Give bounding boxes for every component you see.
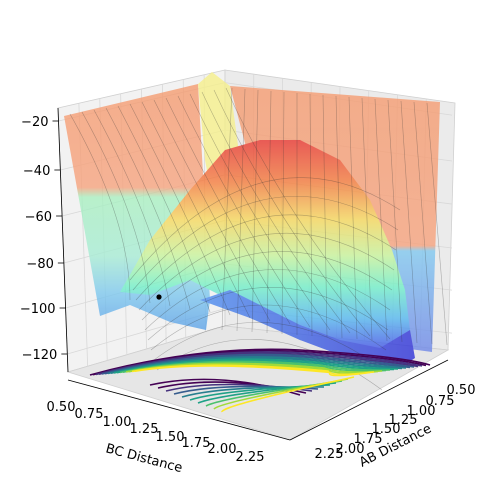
mesh-line [141, 251, 393, 321]
x-tick-label: 1.75 [182, 436, 211, 451]
floor-contours [89, 348, 431, 413]
y-ticks: 0.500.751.001.251.501.752.002.25 [315, 383, 476, 462]
x-tick-label: 1.50 [156, 430, 185, 445]
surface-valley [200, 290, 415, 368]
mesh-line [348, 96, 358, 340]
z-tick-label: −100 [20, 302, 56, 317]
x-axis-line [67, 379, 291, 441]
mesh-line [153, 99, 271, 322]
mesh-line [132, 195, 399, 291]
mesh-line [213, 89, 371, 337]
energy-surface [64, 72, 440, 368]
x-tick-label: 1.00 [103, 415, 132, 430]
x-tick-label: 0.75 [75, 407, 104, 422]
mesh-line [129, 103, 231, 316]
mesh-line [201, 91, 351, 334]
mesh-line [165, 97, 291, 325]
mesh-line [153, 322, 385, 371]
z-tick-label: −60 [25, 210, 52, 225]
mesh-line [147, 287, 389, 341]
data-marker [156, 294, 162, 300]
mesh-line [335, 95, 343, 339]
mesh-line [129, 177, 401, 281]
mesh-line [150, 304, 387, 351]
y-tick-label: 1.00 [407, 404, 436, 419]
y-tick-label: 2.00 [336, 442, 365, 457]
mesh-line [309, 93, 313, 337]
z-ticks: −20 −40 −60 −80 −100 −120 [20, 115, 68, 363]
z-tick-label: −80 [26, 257, 53, 272]
x-tick-label: 0.50 [47, 400, 76, 415]
mesh-line [69, 113, 131, 301]
x-tick-label: 2.25 [236, 450, 265, 465]
mesh-line [117, 105, 211, 313]
x-ticks: 0.50 0.751.001.251.501.752.002.25 [47, 400, 265, 465]
mesh-line [251, 89, 259, 333]
z-tick-label: −120 [22, 348, 58, 363]
mesh-line [426, 102, 448, 346]
mesh-line [138, 232, 395, 311]
mesh-line [374, 98, 388, 342]
z-tick-label: −20 [21, 115, 48, 130]
mesh-line [400, 100, 418, 344]
contour-line [221, 376, 355, 413]
contour-line [134, 365, 371, 377]
mesh-line [387, 99, 403, 343]
z-axis-line [57, 107, 69, 373]
mesh-line [266, 90, 272, 334]
mesh-line [225, 87, 391, 340]
y-tick-label: 1.50 [372, 422, 401, 437]
mesh-line [322, 94, 328, 338]
mesh-line [281, 91, 285, 335]
mesh-line [81, 111, 151, 304]
x-tick-label: 1.25 [130, 422, 159, 437]
y-tick-label: 2.25 [315, 447, 344, 462]
surface-mesh [69, 87, 448, 391]
mesh-line [177, 95, 311, 328]
x-axis-label: BC Distance [104, 441, 184, 476]
mesh-line [221, 87, 233, 331]
y-axis-line [289, 359, 449, 441]
y-tick-label: 0.75 [426, 394, 455, 409]
mesh-line [135, 214, 397, 301]
mesh-line [141, 101, 251, 319]
x-tick-label: 2.00 [208, 442, 237, 457]
surface-dome [120, 140, 410, 350]
mesh-line [236, 88, 246, 332]
mesh-line [361, 97, 373, 341]
mesh-line [413, 101, 433, 345]
mesh-line [105, 107, 191, 310]
mesh-line [144, 269, 391, 331]
y-tick-label: 1.75 [354, 432, 383, 447]
mesh-line [93, 109, 171, 307]
y-tick-label: 1.25 [389, 413, 418, 428]
y-tick-label: 0.50 [447, 383, 476, 398]
mesh-line [189, 93, 331, 331]
z-tick-label: −40 [23, 164, 50, 179]
